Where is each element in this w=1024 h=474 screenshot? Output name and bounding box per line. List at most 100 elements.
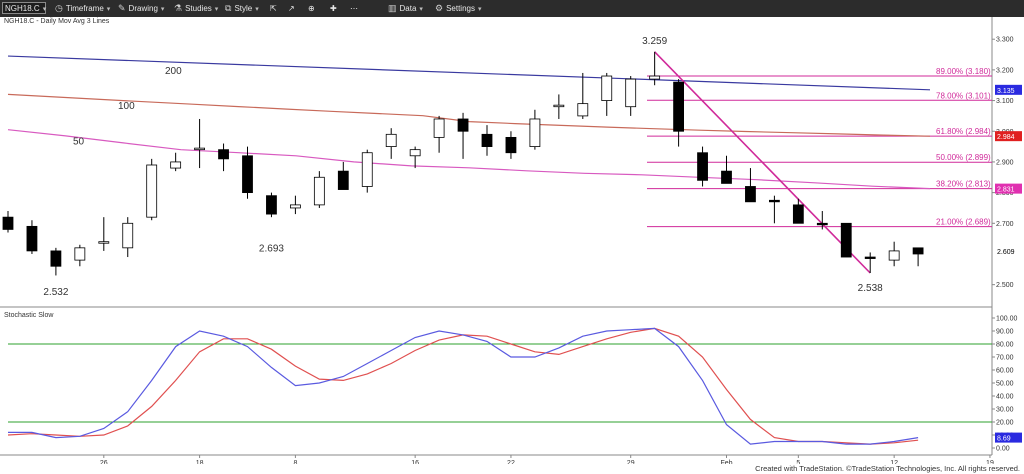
time-axis-label: 22 bbox=[507, 460, 515, 464]
candle-body-down bbox=[840, 222, 852, 258]
stochastic-lines: 8.69 bbox=[7, 327, 1022, 445]
candle bbox=[840, 222, 852, 258]
tool-more[interactable]: ⋯ bbox=[350, 0, 358, 17]
moving-averages: 200 100 50 bbox=[7, 55, 931, 190]
symbol-label: NGH18.C bbox=[5, 4, 40, 13]
candle bbox=[409, 146, 421, 169]
candle-body-up bbox=[146, 164, 158, 218]
candle-body-up bbox=[649, 75, 661, 80]
tool-zoom[interactable]: ⊕ bbox=[308, 0, 315, 17]
chevron-down-icon: ▾ bbox=[419, 6, 423, 13]
time-axis-label: 5 bbox=[796, 460, 800, 464]
ma-50-line bbox=[7, 129, 931, 190]
candle-body-down bbox=[697, 152, 708, 181]
candle-body-up bbox=[553, 104, 565, 108]
chart-area[interactable]: NGH18.C - Daily Mov Avg 3 Lines Stochast… bbox=[0, 17, 1024, 464]
candle-body-down bbox=[864, 256, 876, 259]
stochastic-axis-label: 60.00 bbox=[996, 368, 1014, 375]
style-menu[interactable]: ⧉ Style ▾ bbox=[225, 0, 259, 17]
stochastic-axis-label: 80.00 bbox=[996, 342, 1014, 349]
price-axis-label: 2.700 bbox=[996, 221, 1014, 228]
ma-100-label: 100 bbox=[118, 101, 135, 112]
candle-body-down bbox=[673, 81, 684, 132]
candle-body-down bbox=[337, 170, 349, 190]
price-panel-title: NGH18.C - Daily Mov Avg 3 Lines bbox=[4, 18, 110, 25]
stochastic-axis: 100.00 90.00 80.00 70.00 60.00 50.00 40.00 30.0… bbox=[992, 316, 1018, 453]
candle-body-up bbox=[625, 78, 637, 108]
swing-low-annotation: 2.693 bbox=[259, 243, 284, 254]
tool-crosshair[interactable]: ✚ bbox=[330, 0, 337, 17]
data-label: Data bbox=[399, 4, 417, 13]
candle-body-down bbox=[769, 199, 780, 203]
candle bbox=[721, 155, 732, 184]
candle-body-up bbox=[409, 149, 421, 157]
ma-200-price-tag-text: 3.135 bbox=[997, 88, 1015, 95]
stochastic-axis-label: 40.00 bbox=[996, 394, 1014, 401]
stochastic-axis-label: 70.00 bbox=[996, 355, 1014, 362]
tool-arrow[interactable]: ↗ bbox=[288, 0, 295, 17]
time-axis-label: Feb bbox=[720, 460, 732, 464]
stochastic-axis-label: 30.00 bbox=[996, 407, 1014, 414]
candle bbox=[2, 211, 14, 233]
timeframe-menu[interactable]: ◷ Timeframe ▾ bbox=[55, 0, 110, 17]
time-axis-label: 26 bbox=[100, 460, 108, 464]
chevron-down-icon: ▾ bbox=[160, 6, 165, 13]
candle bbox=[170, 152, 182, 172]
candle-body-up bbox=[122, 222, 134, 249]
candle bbox=[577, 72, 589, 119]
drawing-menu[interactable]: ✎ Drawing ▾ bbox=[118, 0, 164, 17]
candle bbox=[529, 109, 541, 150]
fibonacci-retracement[interactable]: 89.00% (3.180) 78.00% (3.101) 61.80% (2.98… bbox=[647, 67, 992, 228]
tool-cursor[interactable]: ⇱ bbox=[270, 0, 277, 17]
flask-icon: ⚗ bbox=[174, 3, 183, 13]
ma-200-price-tag bbox=[995, 84, 1022, 95]
price-annotations: 3.259 2.693 2.532 2.538 bbox=[43, 36, 883, 298]
data-menu[interactable]: ▥ Data ▾ bbox=[388, 0, 423, 17]
price-axis-label: 2.500 bbox=[996, 282, 1014, 289]
stochastic-axis-label: 0.00 bbox=[996, 446, 1010, 453]
candle-body-up bbox=[888, 250, 900, 261]
candle-body-up bbox=[577, 103, 589, 117]
candle bbox=[433, 115, 445, 153]
gear-icon: ⚙ bbox=[435, 3, 444, 13]
trendline-segment[interactable] bbox=[654, 51, 871, 274]
stochastic-value-tag bbox=[995, 432, 1022, 443]
candle bbox=[218, 143, 229, 172]
style-icon: ⧉ bbox=[225, 3, 232, 13]
last-price-tag bbox=[995, 246, 1022, 257]
candle bbox=[553, 94, 565, 119]
candle-body-up bbox=[601, 75, 613, 101]
candle-body-down bbox=[481, 133, 493, 147]
candle-body-up bbox=[289, 204, 301, 209]
time-axis-label: 29 bbox=[627, 460, 635, 464]
candle bbox=[745, 168, 756, 203]
candle-body-up bbox=[194, 147, 206, 151]
candle bbox=[266, 192, 277, 218]
high-annotation: 3.259 bbox=[642, 36, 667, 47]
candle bbox=[74, 244, 86, 267]
settings-menu[interactable]: ⚙ Settings ▾ bbox=[435, 0, 482, 17]
candle bbox=[673, 79, 684, 147]
candle bbox=[625, 76, 637, 116]
symbol-selector[interactable]: NGH18.C ▾ bbox=[2, 2, 46, 14]
price-axis-label: 3.200 bbox=[996, 67, 1014, 74]
time-axis-label: 16 bbox=[411, 460, 419, 464]
candle-body-down bbox=[745, 186, 756, 203]
candle-body-up bbox=[74, 247, 86, 261]
chevron-down-icon: ▾ bbox=[214, 6, 219, 13]
candle-body-up bbox=[529, 118, 541, 147]
clock-icon: ◷ bbox=[55, 3, 63, 13]
trendline[interactable] bbox=[654, 51, 871, 274]
candle-body-down bbox=[457, 118, 469, 132]
chevron-down-icon: ▾ bbox=[42, 6, 47, 13]
studies-menu[interactable]: ⚗ Studies ▾ bbox=[174, 0, 218, 17]
candle-body-down bbox=[218, 149, 229, 160]
candle bbox=[888, 241, 900, 267]
crosshair-icon: ✚ bbox=[330, 4, 337, 13]
candle bbox=[864, 252, 876, 273]
candle-body-down bbox=[505, 136, 517, 154]
candle-body-down bbox=[792, 204, 804, 224]
last-price-tag-text: 2.609 bbox=[997, 249, 1015, 256]
stochastic-d-line bbox=[7, 327, 919, 445]
candle-body-up bbox=[313, 176, 325, 206]
